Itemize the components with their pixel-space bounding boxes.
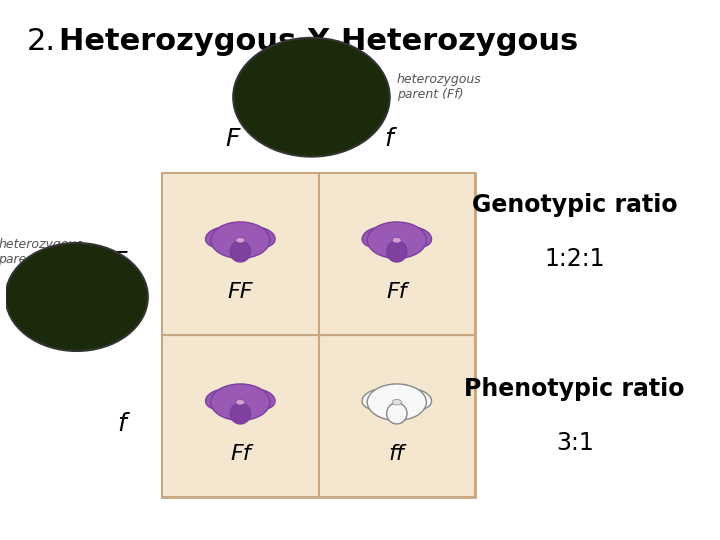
Ellipse shape (271, 68, 352, 118)
Ellipse shape (40, 271, 114, 316)
Text: heterozygous
parent (Ff): heterozygous parent (Ff) (0, 238, 84, 266)
Ellipse shape (297, 94, 325, 123)
Text: ff: ff (389, 443, 405, 464)
Ellipse shape (367, 384, 426, 421)
Ellipse shape (399, 227, 431, 247)
Text: Heterozygous X Heterozygous: Heterozygous X Heterozygous (59, 27, 578, 56)
Ellipse shape (392, 238, 402, 243)
Ellipse shape (362, 389, 395, 409)
Ellipse shape (387, 403, 407, 424)
FancyBboxPatch shape (162, 173, 318, 335)
Text: f: f (118, 412, 127, 436)
Ellipse shape (367, 222, 426, 259)
FancyBboxPatch shape (318, 173, 475, 335)
Ellipse shape (230, 403, 251, 424)
Ellipse shape (387, 241, 407, 262)
Text: Phenotypic ratio: Phenotypic ratio (464, 377, 685, 401)
Text: heterozygous
parent (Ff): heterozygous parent (Ff) (397, 73, 482, 102)
FancyBboxPatch shape (162, 173, 475, 497)
Text: 3:1: 3:1 (556, 431, 593, 455)
Ellipse shape (33, 277, 74, 303)
Ellipse shape (315, 76, 359, 104)
Ellipse shape (206, 227, 238, 247)
Ellipse shape (71, 290, 83, 297)
Text: F: F (112, 250, 127, 274)
Text: FF: FF (228, 281, 253, 302)
Circle shape (6, 243, 148, 351)
Text: f: f (384, 127, 393, 151)
FancyBboxPatch shape (318, 335, 475, 497)
Ellipse shape (264, 76, 308, 104)
Ellipse shape (235, 238, 245, 243)
Ellipse shape (211, 222, 270, 259)
Text: 1:2:1: 1:2:1 (544, 247, 605, 271)
Ellipse shape (206, 389, 238, 409)
Text: Ff: Ff (387, 281, 407, 302)
Ellipse shape (399, 389, 431, 409)
Ellipse shape (243, 389, 275, 409)
Ellipse shape (362, 227, 395, 247)
Text: F: F (225, 127, 240, 151)
Ellipse shape (305, 90, 318, 97)
Ellipse shape (230, 241, 251, 262)
Ellipse shape (243, 227, 275, 247)
Circle shape (233, 38, 390, 157)
Ellipse shape (64, 294, 89, 321)
Text: Ff: Ff (230, 443, 251, 464)
Text: Genotypic ratio: Genotypic ratio (472, 193, 678, 217)
FancyBboxPatch shape (162, 335, 318, 497)
Ellipse shape (392, 400, 402, 405)
Ellipse shape (235, 400, 245, 405)
Ellipse shape (79, 277, 120, 303)
Text: 2.: 2. (27, 27, 56, 56)
Ellipse shape (211, 384, 270, 421)
